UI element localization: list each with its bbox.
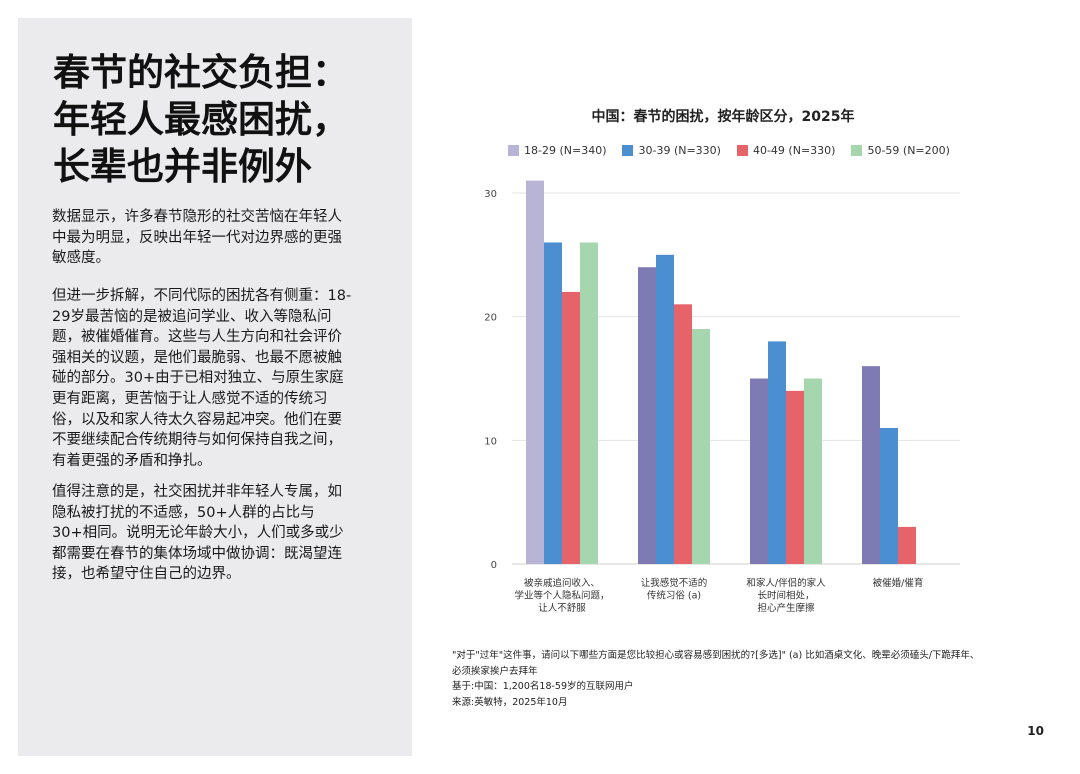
- body-paragraph-1: 数据显示，许多春节隐形的社交苦恼在年轻人中最为明显，反映出年轻一代对边界感的更强…: [52, 209, 342, 267]
- bar: [862, 366, 880, 564]
- bar: [544, 242, 562, 564]
- legend-label: 30-39 (N=330): [638, 144, 721, 157]
- legend-item: 30-39 (N=330): [622, 144, 721, 157]
- x-tick-label: 和家人/伴侣的家人: [746, 577, 826, 589]
- legend-label: 50-59 (N=200): [867, 144, 950, 157]
- legend-swatch: [508, 145, 519, 156]
- headline-line-2: 年轻人最感困扰，: [53, 98, 349, 141]
- x-tick-label: 长时间相处，: [757, 590, 814, 602]
- x-tick-label: 担心产生摩擦: [757, 602, 815, 614]
- bar: [768, 341, 786, 564]
- bar: [526, 180, 544, 564]
- legend-item: 50-59 (N=200): [851, 144, 950, 157]
- body-paragraph-2: 但进一步拆解，不同代际的困扰各有侧重：18-29岁最苦恼的是被追问学业、收入等隐…: [52, 288, 352, 469]
- legend-label: 18-29 (N=340): [524, 144, 607, 157]
- bar: [880, 427, 898, 564]
- bar: [898, 526, 916, 564]
- headline: 春节的社交负担： 年轻人最感困扰， 长辈也并非例外: [53, 49, 383, 190]
- footnote-line: "对于"过年"这件事，请问以下哪些方面是您比较担心或容易感到困扰的?[多选]" …: [452, 650, 980, 661]
- legend-label: 40-49 (N=330): [752, 144, 836, 157]
- bar: [638, 267, 656, 564]
- legend-swatch: [622, 145, 634, 156]
- body-paragraph-3: 值得注意的是，社交困扰并非年轻人专属，如隐私被打扰的不适感，50+人群的占比与3…: [52, 484, 344, 583]
- legend-swatch: [736, 145, 748, 156]
- left-panel: [18, 18, 412, 756]
- bar: [580, 242, 598, 564]
- x-tick-label: 传统习俗 (a): [647, 590, 701, 602]
- chart-title: 中国：春节的困扰，按年龄区分，2025年: [591, 109, 855, 125]
- y-tick-label: 0: [491, 560, 497, 571]
- page-number: 10: [1027, 724, 1044, 738]
- bar: [692, 329, 710, 564]
- bar: [750, 378, 768, 564]
- bar: [804, 378, 822, 564]
- y-tick-label: 10: [484, 436, 497, 447]
- footnote-line: 必须挨家挨户去拜年: [452, 665, 538, 677]
- footnote: "对于"过年"这件事，请问以下哪些方面是您比较担心或容易感到困扰的?[多选]" …: [452, 648, 1012, 710]
- x-tick-label: 被催婚/催育: [873, 577, 924, 589]
- bar-chart: 0 10 20 30 被亲戚追问收入、学业等个人隐私问题，让人不舒服 让我感觉不适的传统习…: [484, 180, 960, 614]
- x-tick-label: 被亲戚追问收入、: [524, 577, 600, 589]
- legend-item: 18-29 (N=340): [508, 144, 606, 157]
- legend-item: 40-49 (N=330): [736, 144, 836, 157]
- headline-line-3: 长辈也并非例外: [53, 145, 312, 188]
- bar: [562, 291, 580, 564]
- bar: [786, 390, 804, 564]
- headline-line-1: 春节的社交负担：: [53, 51, 349, 94]
- chart-legend: 18-29 (N=340) 30-39 (N=330) 40-49 (N=330…: [508, 144, 978, 157]
- y-tick-label: 20: [484, 313, 497, 324]
- footnote-base: 基于:中国：1,200名18-59岁的互联网用户: [452, 681, 634, 692]
- x-tick-label: 让人不舒服: [538, 602, 586, 614]
- bar: [656, 254, 674, 564]
- legend-swatch: [851, 145, 863, 156]
- y-tick-label: 30: [484, 189, 497, 200]
- x-tick-label: 让我感觉不适的: [641, 577, 708, 589]
- footnote-source: 来源:英敏特，2025年10月: [452, 696, 568, 708]
- x-tick-label: 学业等个人隐私问题，: [514, 590, 609, 602]
- bar: [674, 304, 692, 564]
